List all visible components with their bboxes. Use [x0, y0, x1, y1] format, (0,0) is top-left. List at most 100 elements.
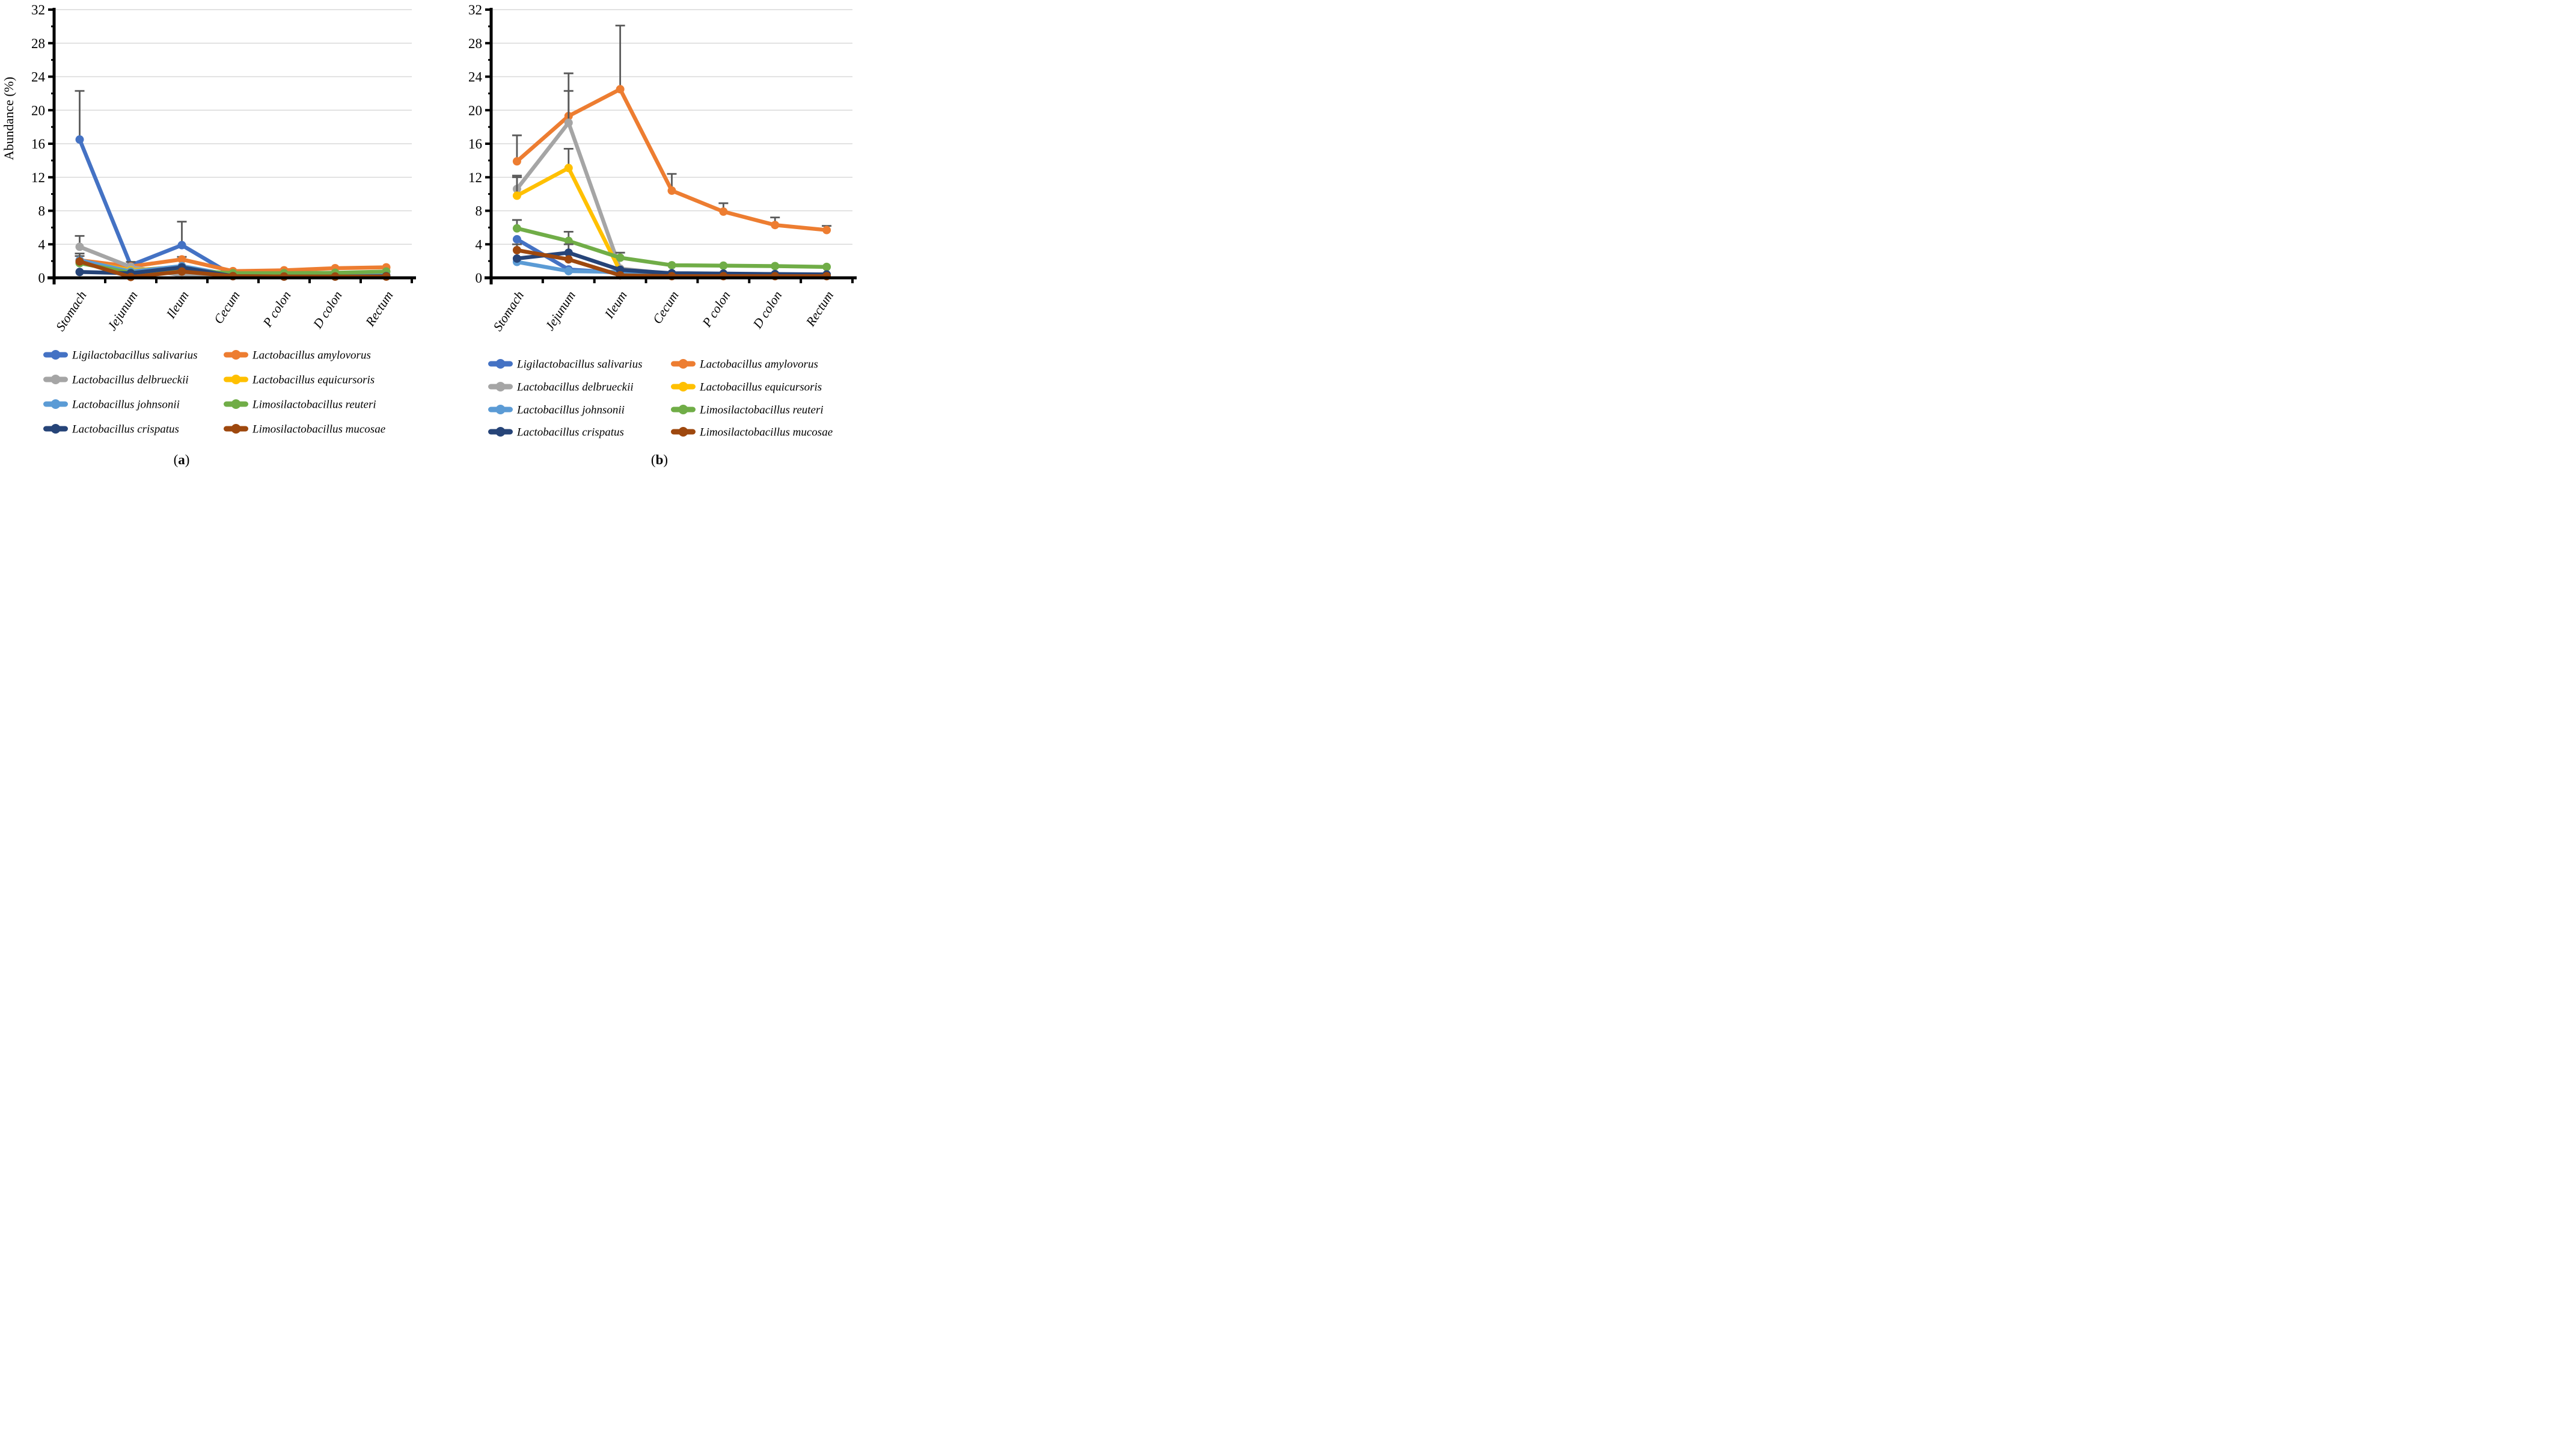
series-line	[78, 137, 388, 278]
chart-panel-a: 0 4 8 12 16 20 24 28 32 Stomach Jejunum Ileum Cecum P…	[0, 0, 429, 477]
y-tick-label: 24	[31, 70, 46, 85]
chart-panel-b: 0 4 8 12 16 20 24 28 32 Stomach Jejunum Ileum Cecum P…	[429, 0, 858, 477]
y-tick-label: 28	[468, 36, 482, 51]
data-point-marker	[564, 236, 573, 245]
gridlines	[491, 9, 852, 245]
series-ligilactobacillus-salivarius	[75, 90, 391, 280]
line-chart-b: 0 4 8 12 16 20 24 28 32 Stomach Jejunum Ileum Cecum P…	[468, 2, 857, 467]
y-tick-label: 0	[476, 271, 483, 286]
x-category-label: Rectum	[363, 289, 396, 330]
legend-marker-icon	[231, 424, 241, 434]
data-point-marker	[75, 268, 84, 277]
gridlines	[54, 9, 412, 245]
legend-marker-icon	[50, 375, 61, 384]
data-point-marker	[512, 157, 521, 166]
legend-marker-icon	[678, 359, 688, 369]
legend-marker-icon	[495, 382, 506, 391]
legend-item-lactobacillus-equicursoris: Lactobacillus equicursoris	[671, 381, 822, 394]
y-tick-label: 4	[476, 237, 483, 252]
data-point-marker	[75, 257, 84, 266]
data-point-marker	[512, 224, 521, 233]
data-point-marker	[667, 261, 676, 270]
x-category-labels: Stomach Jejunum Ileum Cecum P colon D colon Re…	[53, 289, 396, 334]
legend-label: Lactobacillus amylovorus	[699, 358, 818, 371]
legend-marker-icon	[231, 375, 241, 384]
axes	[47, 8, 416, 284]
x-category-label: Stomach	[491, 289, 527, 334]
legend-item-lactobacillus-johnsonii: Lactobacillus johnsonii	[43, 399, 180, 411]
data-point-marker	[616, 85, 625, 94]
y-tick-label: 20	[468, 103, 482, 118]
legend-label: Lactobacillus equicursoris	[252, 374, 375, 387]
legend-item-ligilactobacillus-salivarius: Ligilactobacillus salivarius	[43, 349, 197, 362]
legend-label: Lactobacillus delbrueckii	[516, 381, 634, 394]
y-tick-label: 16	[31, 137, 45, 152]
x-category-label: Cecum	[211, 289, 243, 327]
y-tick-labels: 0 4 8 12 16 20 24 28 32	[31, 2, 46, 286]
legend-item-lactobacillus-delbrueckii: Lactobacillus delbrueckii	[43, 374, 189, 387]
x-category-label: Ileum	[602, 289, 630, 322]
legend-item-limosilactobacillus-mucosae: Limosilactobacillus mucosae	[224, 423, 385, 436]
legend-label: Ligilactobacillus salivarius	[72, 349, 197, 362]
legend-item-lactobacillus-amylovorus: Lactobacillus amylovorus	[671, 358, 818, 371]
legend-marker-icon	[50, 350, 61, 360]
data-point-marker	[771, 221, 780, 230]
y-tick-label: 20	[31, 103, 45, 118]
legend-marker-icon	[50, 424, 61, 434]
data-point-marker	[512, 254, 521, 263]
legend-item-lactobacillus-amylovorus: Lactobacillus amylovorus	[224, 349, 371, 362]
legend-item-lactobacillus-crispatus: Lactobacillus crispatus	[43, 423, 179, 436]
legend-item-limosilactobacillus-mucosae: Limosilactobacillus mucosae	[671, 426, 833, 439]
legend: Ligilactobacillus salivarius Lactobacillu…	[488, 358, 833, 439]
legend-item-lactobacillus-equicursoris: Lactobacillus equicursoris	[224, 374, 375, 387]
series-limosilactobacillus-reuteri	[512, 219, 831, 271]
x-category-label: Ileum	[163, 289, 191, 322]
legend: Ligilactobacillus salivarius Lactobacillu…	[43, 349, 385, 436]
x-category-label: Stomach	[53, 289, 89, 334]
y-tick-label: 12	[31, 170, 45, 185]
x-category-label: D colon	[310, 289, 345, 332]
data-point-marker	[564, 266, 573, 275]
series-lactobacillus-equicursoris	[512, 147, 831, 280]
data-point-marker	[667, 186, 676, 195]
legend-marker-icon	[495, 427, 506, 437]
legend-item-lactobacillus-johnsonii: Lactobacillus johnsonii	[488, 404, 625, 417]
legend-label: Lactobacillus johnsonii	[516, 404, 625, 417]
data-point-marker	[719, 261, 728, 270]
legend-label: Limosilactobacillus mucosae	[252, 423, 385, 436]
y-tick-label: 28	[31, 36, 45, 51]
data-point-marker	[75, 242, 84, 251]
data-point-marker	[719, 207, 728, 216]
legend-label: Lactobacillus crispatus	[72, 423, 179, 436]
legend-label: Lactobacillus johnsonii	[72, 399, 180, 411]
x-category-label: Rectum	[803, 289, 836, 330]
legend-item-ligilactobacillus-salivarius: Ligilactobacillus salivarius	[488, 358, 642, 371]
legend-marker-icon	[231, 350, 241, 360]
legend-marker-icon	[50, 399, 61, 409]
legend-label: Lactobacillus amylovorus	[252, 349, 371, 362]
lactobacillus-abundance-figure: 0 4 8 12 16 20 24 28 32 Stomach Jejunum Ileum Cecum P…	[0, 0, 858, 477]
y-tick-label: 16	[468, 137, 482, 152]
data-point-marker	[564, 164, 573, 173]
data-point-marker	[177, 267, 186, 276]
series-lactobacillus-amylovorus	[512, 25, 832, 235]
legend-item-limosilactobacillus-reuteri: Limosilactobacillus reuteri	[671, 404, 824, 417]
y-tick-label: 4	[38, 237, 46, 252]
legend-label: Limosilactobacillus reuteri	[699, 404, 824, 417]
legend-label: Lactobacillus delbrueckii	[72, 374, 189, 387]
y-tick-label: 0	[38, 271, 46, 286]
x-category-label: Cecum	[650, 289, 682, 327]
y-tick-label: 32	[468, 2, 482, 17]
y-tick-label: 32	[31, 2, 45, 17]
data-point-marker	[512, 191, 521, 200]
legend-marker-icon	[678, 382, 688, 391]
line-chart-a: 0 4 8 12 16 20 24 28 32 Stomach Jejunum Ileum Cecum P…	[1, 2, 416, 467]
legend-item-lactobacillus-crispatus: Lactobacillus crispatus	[488, 426, 624, 439]
data-point-marker	[822, 226, 831, 235]
y-tick-labels: 0 4 8 12 16 20 24 28 32	[468, 2, 483, 286]
data-point-marker	[771, 262, 780, 271]
data-point-marker	[564, 255, 573, 264]
legend-marker-icon	[678, 427, 688, 437]
x-category-label: P colon	[699, 289, 733, 330]
data-point-marker	[512, 246, 521, 255]
